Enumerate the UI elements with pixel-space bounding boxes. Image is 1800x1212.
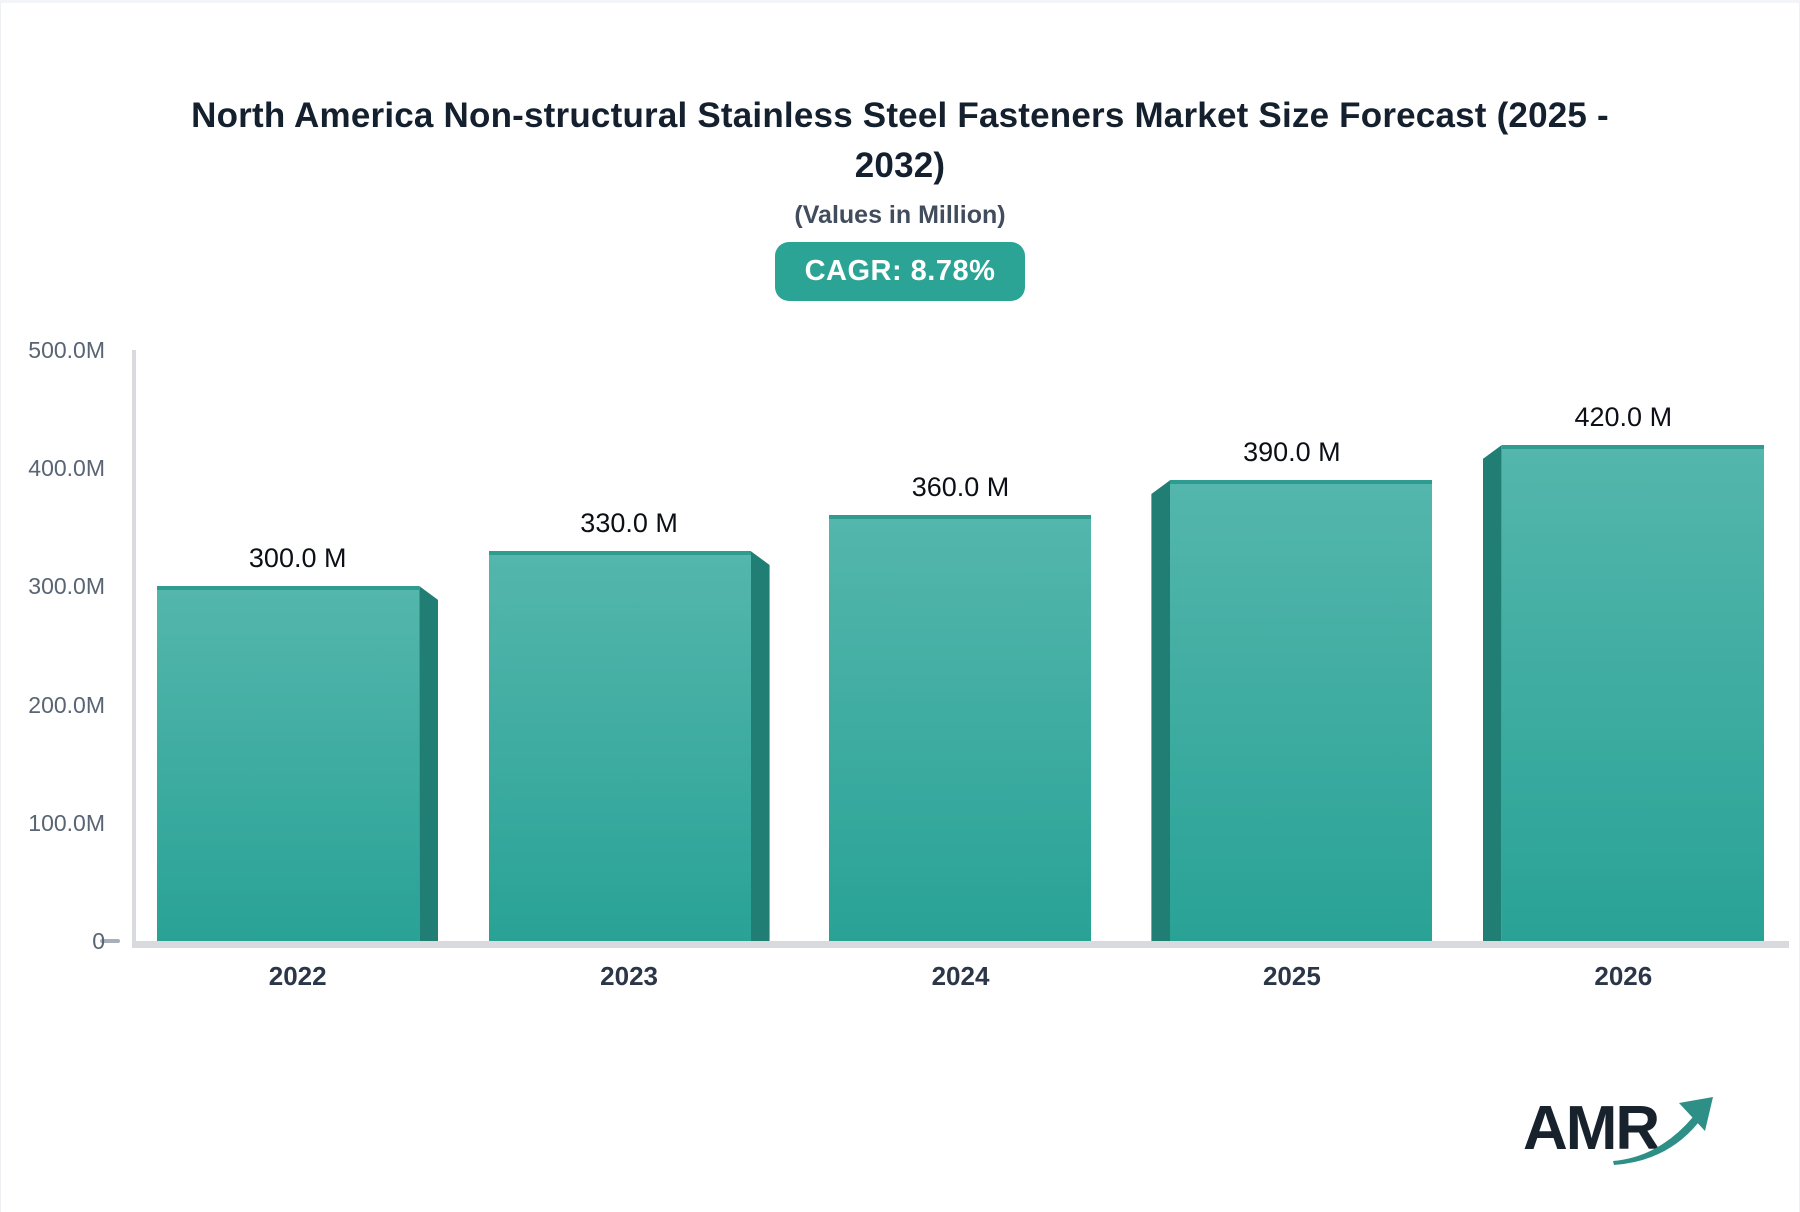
y-tick-label: 300.0M [28, 573, 105, 600]
bar-value-label: 330.0 M [580, 508, 678, 538]
x-tick-label-2022: 2022 [268, 961, 327, 991]
chart-header: North America Non-structural Stainless S… [1, 91, 1799, 301]
bar-face [488, 551, 751, 941]
bar-group-2026[interactable]: 420.0 M [1458, 350, 1789, 941]
cagr-badge: CAGR: 8.78% [774, 242, 1026, 301]
x-tick-label-2024: 2024 [931, 961, 990, 991]
bar-group-2023[interactable]: 330.0 M [463, 350, 794, 941]
bar-side-face [1151, 480, 1171, 941]
y-axis-line [132, 350, 136, 941]
x-tick-label-2023: 2023 [600, 961, 658, 991]
bar-value-label: 300.0 M [248, 543, 347, 573]
bar-group-2022[interactable]: 300.0 M [132, 350, 463, 941]
y-tick-label: 500.0M [28, 337, 105, 363]
chart-area: 500.0M 400.0M 300.0M 200.0M 100.0M 0 300.0 M 20… [1, 303, 1799, 1023]
bar-group-2024[interactable]: 360.0 M [795, 350, 1126, 941]
amr-logo-text: AMR [1523, 1094, 1659, 1163]
zero-tick-mark [100, 939, 120, 943]
y-tick-label: 0 [92, 928, 105, 954]
bar-3d [488, 551, 770, 941]
chart-subtitle: (Values in Million) [794, 201, 1006, 229]
bar-value-label: 390.0 M [1243, 437, 1341, 467]
amr-logo: AMR [1523, 1094, 1713, 1165]
bar-3d [157, 586, 439, 941]
bar-3d [1151, 480, 1433, 941]
bar-face [829, 515, 1092, 941]
bar-face [1501, 445, 1764, 941]
bar-face [1170, 480, 1433, 941]
bar-side-face [1482, 445, 1502, 941]
bar-3d [1482, 445, 1764, 941]
bar-value-label: 360.0 M [911, 472, 1010, 502]
x-axis-line [132, 941, 1789, 948]
bar-face [157, 586, 420, 941]
y-tick-label: 400.0M [28, 455, 105, 482]
y-tick-label: 200.0M [28, 691, 105, 718]
x-tick-label-2026: 2026 [1594, 961, 1653, 991]
bar-3d [829, 515, 1092, 941]
bar-side-face [750, 551, 770, 941]
y-tick-label: 100.0M [28, 809, 105, 836]
amr-logo-arrowhead [1679, 1097, 1713, 1131]
bar-value-label: 420.0 M [1574, 402, 1673, 432]
bar-group-2025[interactable]: 390.0 M [1126, 350, 1457, 941]
x-tick-label-2025: 2025 [1262, 961, 1321, 991]
bar-side-face [419, 586, 439, 941]
chart-title: North America Non-structural Stainless S… [191, 96, 1609, 185]
amr-logo-arrow-swoosh [1613, 1117, 1698, 1165]
